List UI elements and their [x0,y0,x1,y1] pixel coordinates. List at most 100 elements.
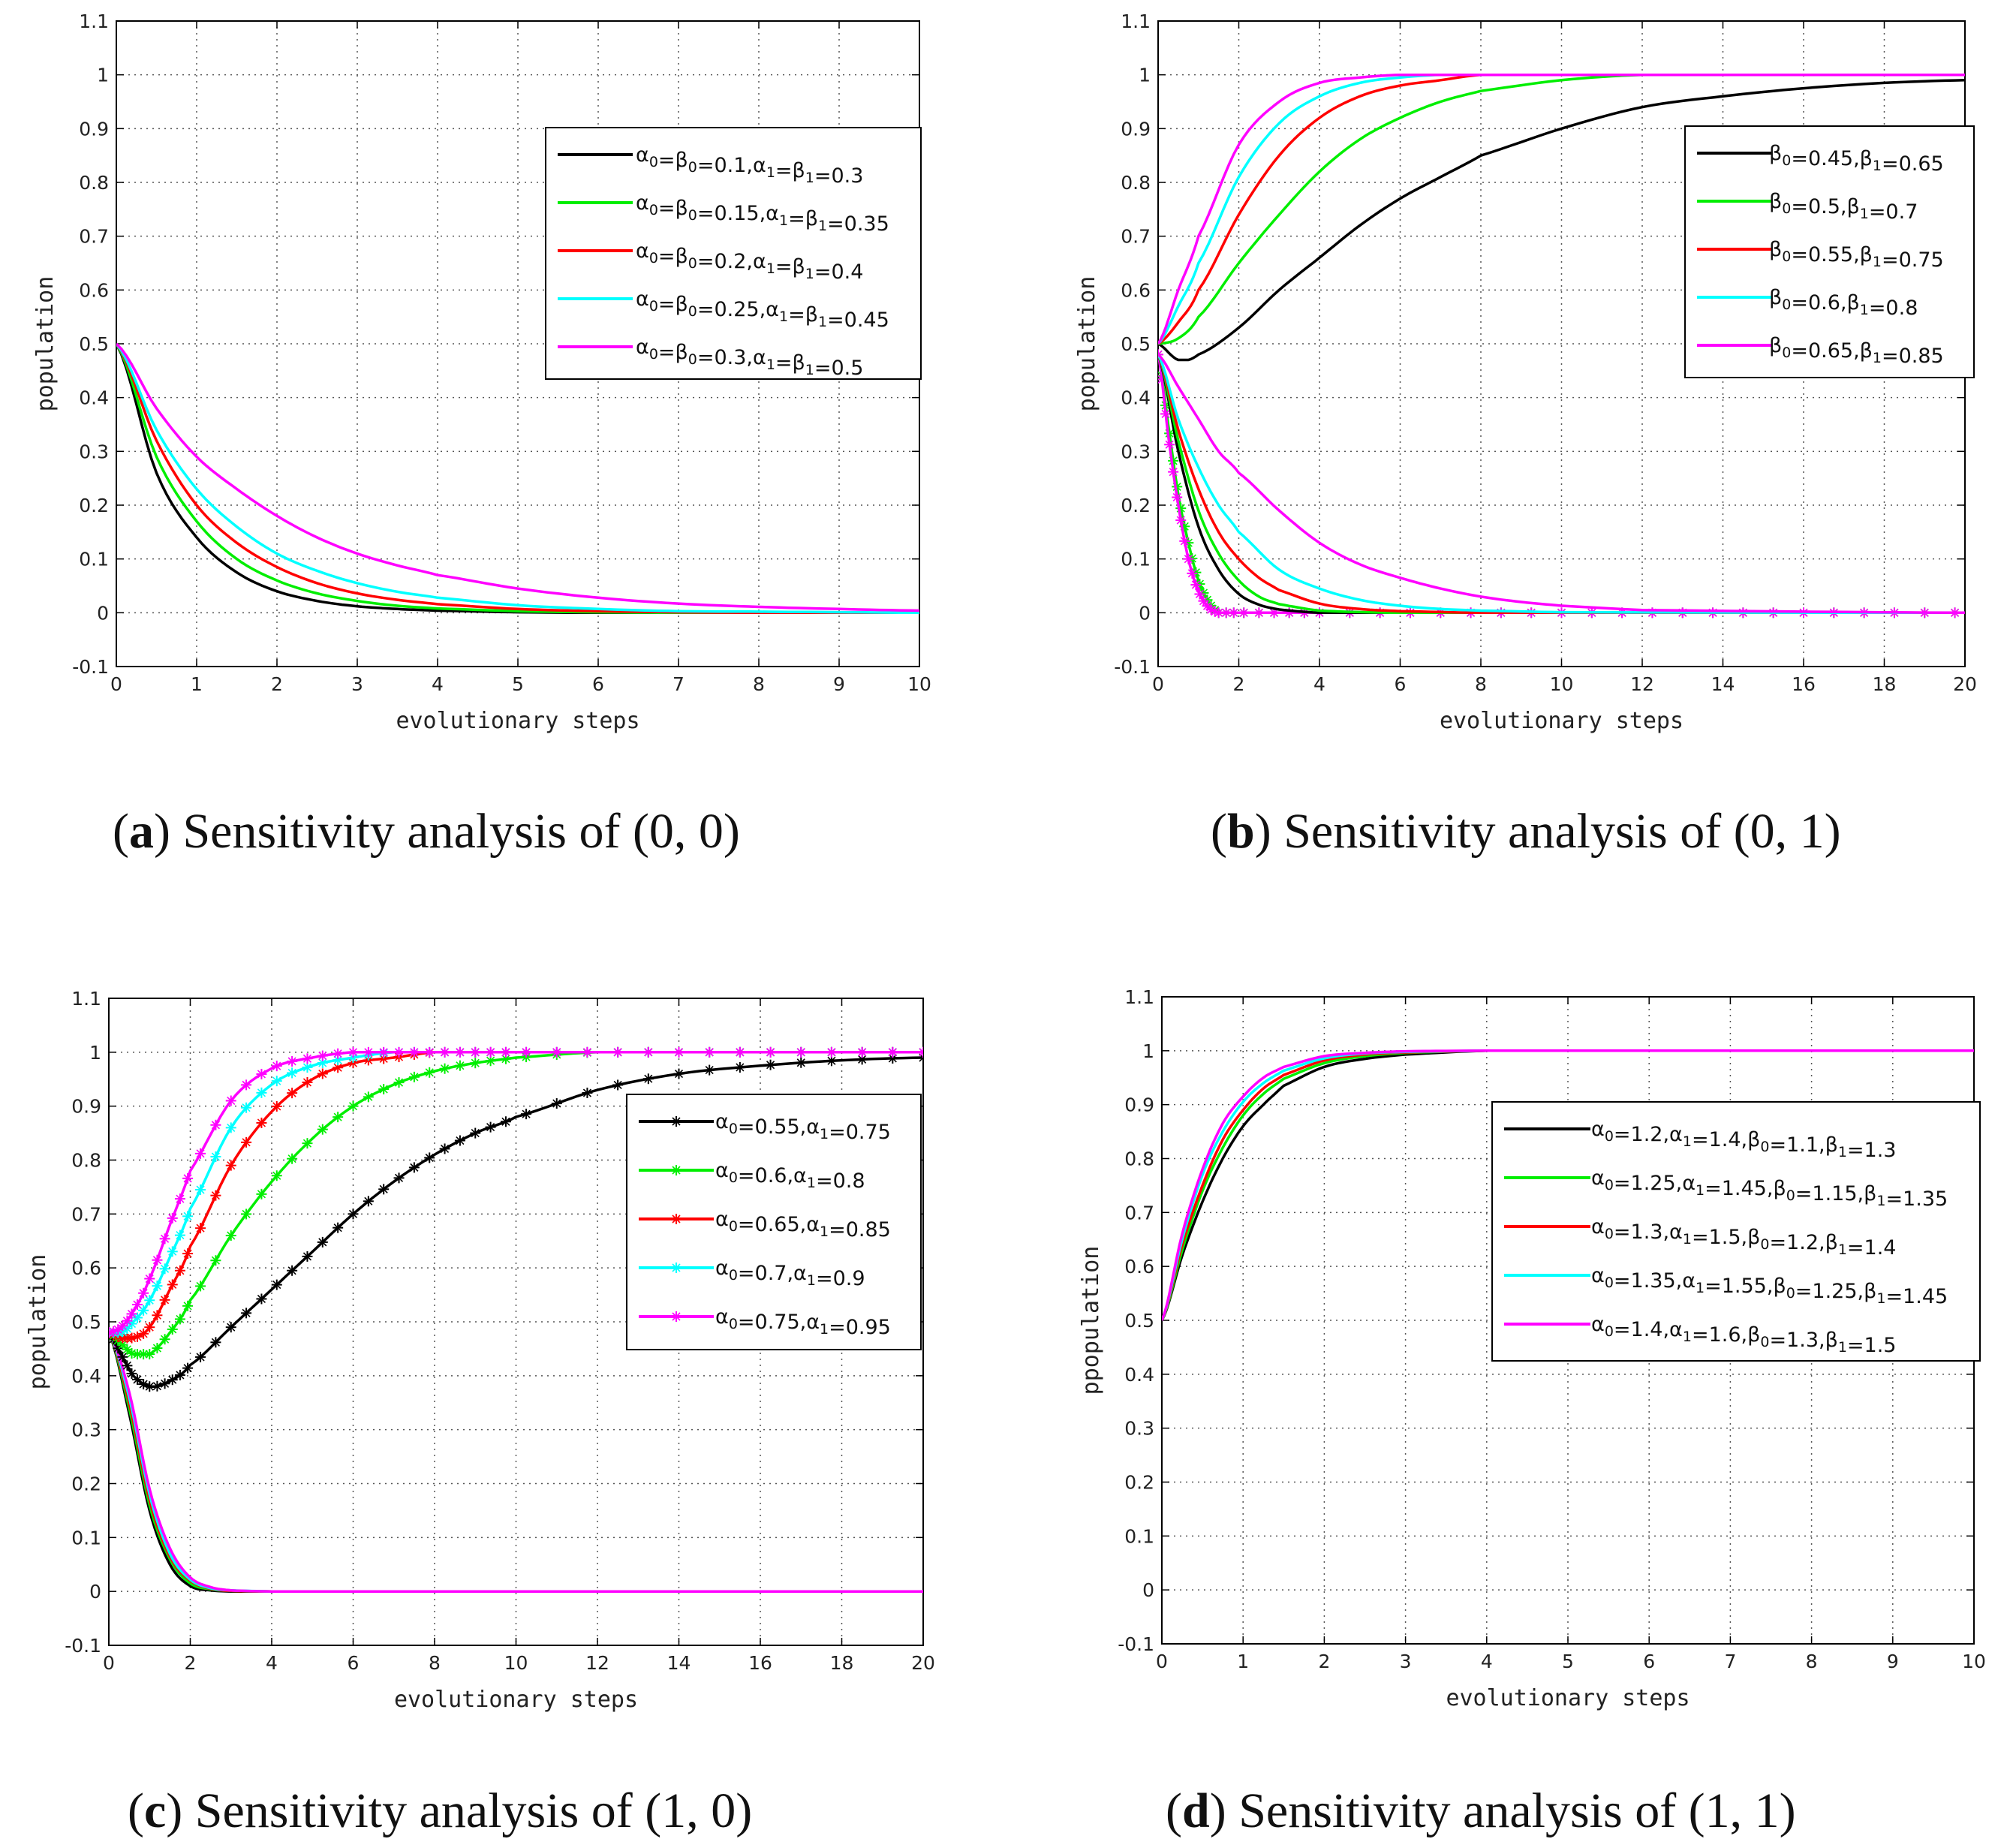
y-tick-label: 0 [1139,602,1151,624]
legend-label: α0=1.3,α1=1.5,β0=1.2,β1=1.4 [1591,1215,1896,1260]
x-tick-label: 18 [1873,673,1897,695]
series-line-3-marker [152,1281,163,1292]
legend-item: α0=0.7,α1=0.9 [639,1257,865,1290]
y-tick-label: 0.8 [1124,1148,1154,1170]
lower-series-line-1-marker [1160,408,1172,420]
series-line-3 [116,342,919,615]
series-line-4-marker [734,1046,745,1058]
legend-item: α0=1.2,α1=1.4,β0=1.1,β1=1.3 [1504,1118,1896,1162]
series-line-1-marker [210,1255,221,1266]
y-tick-label: 0.5 [1121,333,1151,355]
series-line-4-marker [131,1299,143,1311]
y-tick-label: 0.8 [1121,172,1151,194]
series-line-0-marker [439,1143,450,1154]
y-tick-label: 0 [97,602,109,624]
panel-d: 0 1 2 3 4 5 6 7 8 9 10 -0.1 0 0.1 0.2 0.3 0.4 0.5 0.6 0.7 0.… [1008,976,2016,1848]
series-line-0-marker [521,1109,532,1120]
lower-series-line-4 [1158,354,1965,615]
y-tick-label: 1.1 [79,11,109,32]
x-tick-label: 0 [110,673,122,695]
x-tick-label: 6 [348,1652,360,1674]
series-line-1-marker [302,1138,313,1149]
series-line-1-marker [332,1112,344,1123]
y-tick-label: 0.9 [79,118,109,140]
series-line-2-marker [167,1279,178,1290]
legend-label: β0=0.45,β1=0.65 [1769,142,1944,176]
series-line-0-marker [152,1380,163,1392]
series-line-4-marker [152,1254,163,1266]
legend-item: β0=0.55,β1=0.75 [1697,238,1944,272]
series-line-0-marker [424,1152,435,1163]
series-line-0-marker [159,1378,170,1389]
series-line-0-marker [117,1351,128,1362]
series-line-2-marker [317,1068,328,1079]
series-line-3-marker [287,1067,298,1079]
lower-series-line-1-marker [1253,607,1265,619]
series-line-2-marker [241,1136,252,1148]
series-line-1-marker [271,1170,282,1181]
x-tick-label: 14 [667,1652,691,1674]
y-tick-label: 0.7 [79,226,109,248]
legend-label: β0=0.6,β1=0.8 [1769,286,1918,320]
legend-label: α0=β0=0.1,α1=β1=0.3 [636,143,863,188]
series-line-0-marker [363,1196,374,1207]
y-tick-label: 0.2 [1121,495,1151,516]
series-line-4-marker [612,1046,624,1058]
series-line-4-marker [551,1046,562,1058]
series-line-2-marker [159,1294,170,1305]
legend-box [545,127,922,380]
legend-item: α0=0.65,α1=0.85 [639,1208,891,1242]
series-line-1-marker [408,1071,420,1082]
x-tick-label: 3 [1400,1651,1412,1672]
panel-b: 0 2 4 6 8 10 12 14 16 18 20 -0.1 0 0.1 0.2 0.3 0.4 0.5 0.6… [1008,0,2016,886]
chart-b: 0 2 4 6 8 10 12 14 16 18 20-0.100.10.20.30.40.50.6… [1074,11,1977,734]
legend-label: α0=1.2,α1=1.4,β0=1.1,β1=1.3 [1591,1118,1896,1162]
series-line-4-marker [439,1046,450,1058]
legend: β0=0.45,β1=0.65 β0=0.5,β1=0.7 β0=0.55,β1=0… [1684,125,1975,378]
series-line-3-marker [167,1246,178,1257]
series-line-0-marker [470,1127,481,1139]
x-tick-label: 4 [1313,673,1325,695]
series-line-0-marker [332,1222,344,1233]
y-tick-label: 0.9 [1124,1094,1154,1116]
x-tick-label: 3 [351,673,363,695]
lower-series-line-4 [109,1332,923,1593]
series-line-1-marker [256,1188,267,1199]
legend-item: α0=β0=0.3,α1=β1=0.5 [558,336,863,380]
series-line-1-marker [138,1349,149,1360]
series-group [1158,73,1965,619]
panel-c: 0 2 4 6 8 10 12 14 16 18 20 -0.1 0 0.1 0.2 0.3 0.4 0.5 0.6… [0,976,1008,1848]
series-line-3-marker [271,1076,282,1087]
legend-box [1684,125,1975,378]
legend-label: β0=0.55,β1=0.75 [1769,238,1944,272]
series-line-4-marker [887,1046,898,1058]
lower-series-line-1-marker [1220,607,1232,619]
series-line-3-marker [174,1229,185,1241]
y-tick-label: 0.4 [71,1365,101,1387]
caption-c: (c) Sensitivity analysis of (1, 0) [128,1783,753,1838]
x-tick-label: 6 [592,673,604,695]
x-tick-label: 16 [1792,673,1816,695]
x-axis-label: evolutionary steps [1446,1685,1690,1711]
series-line-0-marker [256,1293,267,1305]
x-tick-label: 7 [1724,1651,1736,1672]
series-line-4-marker [332,1048,344,1059]
caption-d: (d) Sensitivity analysis of (1, 1) [1166,1783,1796,1838]
series-line-0-marker [225,1322,236,1333]
lower-series-line-1-marker [1238,607,1250,619]
series-line-4-marker [271,1061,282,1072]
series-line-4-marker [582,1046,593,1058]
legend-label: α0=0.75,α1=0.95 [715,1305,891,1339]
series-line-0-marker [642,1073,654,1085]
x-tick-label: 8 [1806,1651,1818,1672]
series-line-1-marker [167,1323,178,1335]
legend-label: α0=0.55,α1=0.75 [715,1110,891,1144]
series-line-2-marker [287,1088,298,1099]
series-line-0-marker [126,1368,137,1379]
series-line-0-marker [317,1236,328,1248]
series-line-1-marker [159,1334,170,1345]
series-line-2-marker [271,1100,282,1112]
series-line-0-marker [408,1162,420,1173]
series-line-1-marker [348,1100,359,1112]
x-axis-label: evolutionary steps [1440,708,1684,734]
